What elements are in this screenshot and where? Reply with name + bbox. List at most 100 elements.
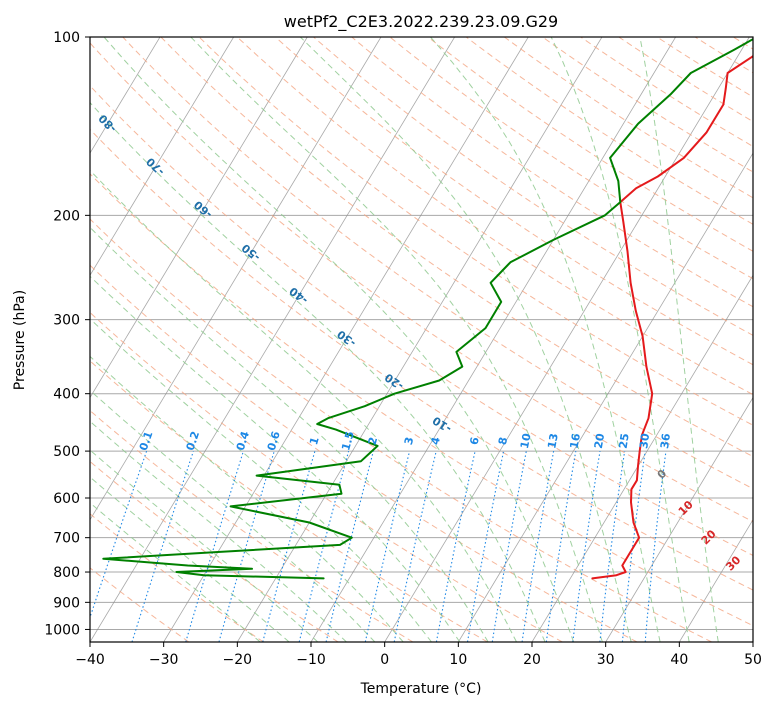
moist-adiabat-line	[90, 101, 546, 642]
mixing-ratio-line	[466, 450, 505, 642]
mixing-ratio-line	[298, 450, 350, 642]
mixing-ratio-line	[393, 450, 437, 642]
sounding-line	[102, 37, 753, 580]
y-tick-label: 500	[53, 444, 80, 460]
isobar-grid	[90, 37, 753, 630]
mixing-ratio-line	[545, 451, 577, 642]
mixing-ratio-label: 30	[637, 432, 652, 449]
isotherm-line	[678, 519, 753, 642]
dry-adiabat-line	[236, 37, 753, 396]
moist-adiabat-line	[90, 226, 489, 642]
x-axis: −40 −30 −20 −10 0 10 20 30 40 50	[75, 642, 762, 668]
mixing-ratio-line	[491, 450, 527, 642]
chart-title: wetPf2_C2E3.2022.239.23.09.G29	[284, 12, 558, 32]
moist-adiabat-line	[90, 476, 290, 642]
mixing-ratio-line	[185, 450, 244, 642]
moist-adiabat-line	[90, 355, 404, 642]
mixing-ratio-label: 3	[402, 436, 416, 447]
dry-adiabat-line	[198, 37, 753, 426]
dry-adiabat-line	[90, 42, 753, 523]
mixing-ratio-label: 4	[429, 435, 443, 446]
isotherm-line	[90, 37, 308, 399]
sounding-series	[102, 37, 753, 580]
plot-frame	[89, 36, 754, 643]
x-tick-label: 50	[744, 652, 762, 668]
x-tick-label: 10	[449, 652, 467, 668]
mixing-ratio-line	[435, 450, 476, 642]
moist-adiabat-line	[639, 37, 719, 642]
isotherm-line	[90, 37, 161, 154]
moist-adiabat-line	[550, 37, 690, 642]
mixing-ratio-line	[621, 451, 646, 642]
mixing-ratio-label: 13	[545, 432, 561, 449]
moist-adiabat-line	[90, 275, 461, 642]
dry-adiabat-line	[580, 37, 753, 148]
mixing-ratio-label: 20	[592, 432, 607, 450]
dry-adiabat-line	[313, 37, 753, 336]
dry-adiabat-lines	[90, 37, 753, 642]
y-axis: 100 200 300 400 500 600 700 800 900 1000	[44, 30, 90, 638]
sounding-line	[591, 54, 753, 580]
y-tick-label: 300	[53, 313, 80, 329]
isotherm-line	[384, 37, 750, 642]
mixing-ratio-label: 6	[467, 436, 481, 447]
y-tick-label: 400	[53, 387, 80, 403]
x-tick-label: −30	[149, 652, 179, 668]
dry-adiabat-line	[542, 37, 753, 173]
mixing-ratio-label: 2	[366, 436, 381, 447]
mixing-ratio-line	[572, 451, 601, 642]
moist-adiabat-line	[299, 37, 632, 642]
y-tick-label: 1000	[44, 622, 80, 638]
mixing-ratio-label: 10	[518, 432, 534, 450]
x-tick-label: −10	[296, 652, 326, 668]
isotherm-line	[90, 37, 382, 521]
moist-adiabat-line	[90, 449, 319, 642]
isotherm-line	[236, 37, 603, 642]
mixing-ratio-line	[521, 451, 555, 642]
mixing-ratio-line	[218, 450, 275, 642]
x-tick-label: 0	[380, 652, 389, 668]
mixing-ratio-label: 1.5	[339, 430, 357, 452]
mixing-ratio-line	[131, 450, 194, 642]
y-tick-label: 800	[53, 565, 80, 581]
dry-adiabat-line	[90, 409, 414, 642]
dry-adiabat-line	[122, 37, 753, 490]
mixing-ratio-label: 0.2	[184, 430, 202, 453]
isotherm-line	[605, 396, 753, 642]
moist-adiabat-lines	[90, 37, 719, 642]
mixing-ratio-line	[90, 450, 148, 619]
y-tick-label: 700	[53, 531, 80, 547]
mixing-ratio-label: 25	[617, 432, 632, 449]
x-axis-label: Temperature (°C)	[360, 681, 482, 697]
isotherm-line	[531, 274, 753, 642]
mixing-ratio-label: 16	[568, 432, 583, 450]
plot-area: 0.10.20.40.611.52346810131620253036-100-…	[90, 37, 772, 642]
moist-adiabat-label: 40	[752, 580, 772, 600]
mixing-ratio-line	[599, 451, 626, 642]
mixing-ratio-lines	[90, 450, 667, 642]
y-axis-label: Pressure (hPa)	[12, 290, 28, 390]
x-tick-label: −20	[223, 652, 253, 668]
isotherm-line	[457, 152, 753, 642]
mixing-ratio-line	[364, 450, 411, 642]
moist-adiabat-line	[90, 389, 376, 642]
y-tick-label: 200	[53, 208, 80, 224]
y-tick-label: 900	[53, 595, 80, 611]
x-tick-label: −40	[75, 652, 105, 668]
x-tick-label: 40	[670, 652, 688, 668]
mixing-ratio-label: 1	[307, 436, 322, 447]
x-tick-label: 20	[523, 652, 541, 668]
dry-adiabat-line	[90, 85, 753, 556]
moist-adiabat-line	[190, 37, 603, 642]
mixing-ratio-label: 0.6	[265, 429, 283, 452]
x-tick-label: 30	[597, 652, 615, 668]
mixing-ratio-line	[262, 450, 316, 642]
isotherm-line	[163, 37, 529, 642]
isotherm-line	[90, 37, 234, 277]
dry-adiabat-line	[90, 173, 753, 627]
moist-adiabat-line	[103, 37, 575, 642]
moist-adiabat-line	[90, 318, 432, 642]
dry-adiabat-line	[275, 37, 753, 366]
moist-adiabat-line	[90, 420, 347, 642]
